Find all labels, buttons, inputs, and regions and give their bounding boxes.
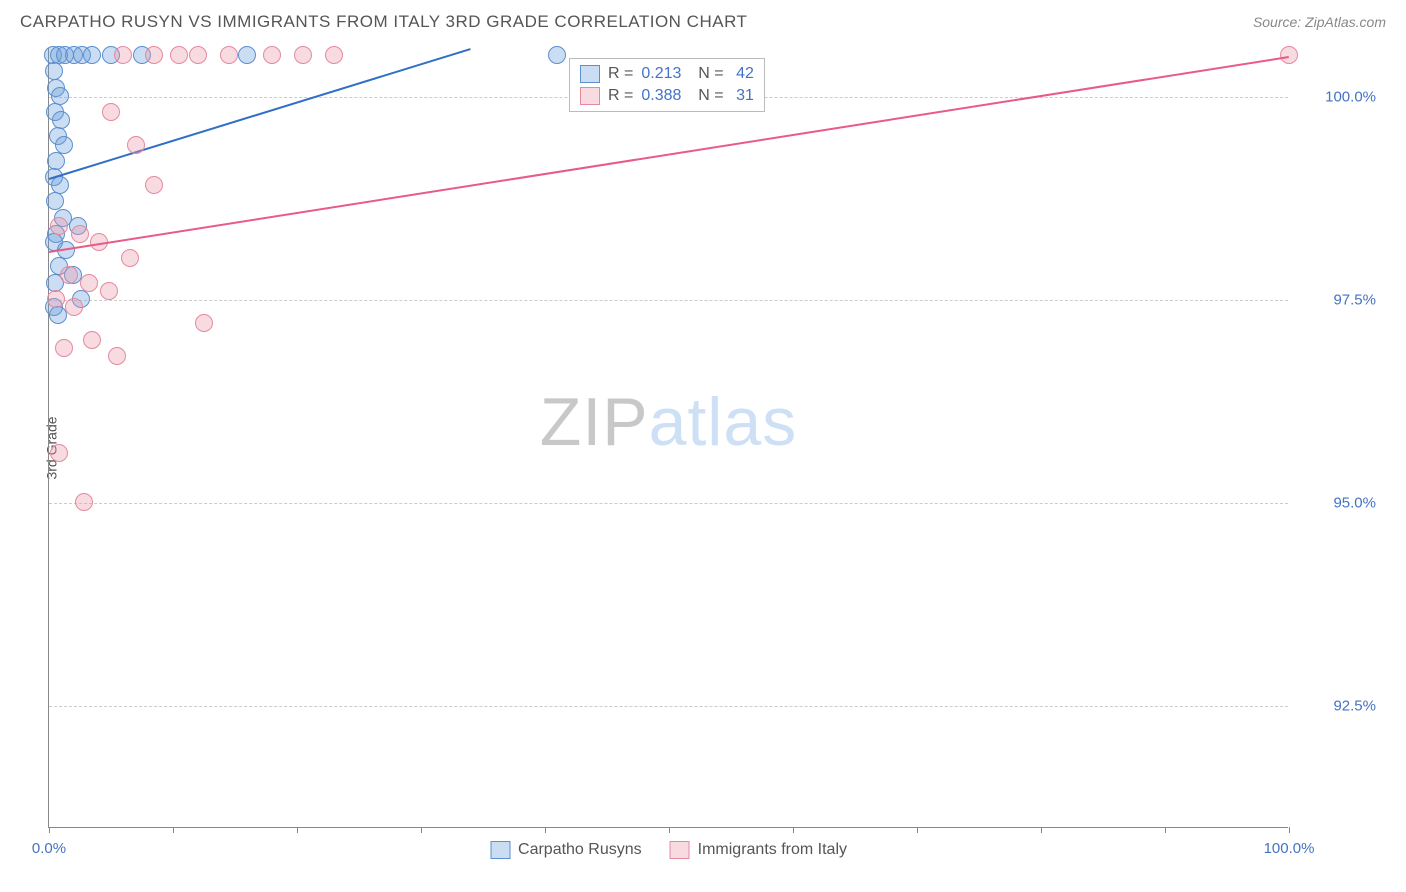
scatter-point [52, 111, 70, 129]
n-value: 42 [732, 65, 754, 83]
x-tick [917, 827, 918, 833]
scatter-point [47, 152, 65, 170]
scatter-point [121, 249, 139, 267]
y-tick-label: 97.5% [1296, 291, 1376, 308]
scatter-point [65, 298, 83, 316]
scatter-point [170, 46, 188, 64]
x-tick [49, 827, 50, 833]
chart-container: 3rd Grade ZIPatlas 92.5%95.0%97.5%100.0%… [48, 48, 1388, 848]
scatter-point [83, 46, 101, 64]
y-tick-label: 100.0% [1296, 88, 1376, 105]
x-tick [1165, 827, 1166, 833]
watermark-zip: ZIP [540, 384, 649, 460]
legend-swatch [580, 87, 600, 105]
scatter-point [83, 331, 101, 349]
scatter-point [45, 62, 63, 80]
series-legend-item: Immigrants from Italy [670, 841, 847, 859]
x-tick-label: 100.0% [1264, 840, 1315, 857]
correlation-legend-row: R = 0.213 N = 42 [580, 63, 754, 85]
scatter-point [294, 46, 312, 64]
scatter-point [55, 339, 73, 357]
x-tick [1289, 827, 1290, 833]
series-legend: Carpatho Rusyns Immigrants from Italy [490, 841, 847, 859]
scatter-point [220, 46, 238, 64]
scatter-point [114, 46, 132, 64]
scatter-point [325, 46, 343, 64]
x-tick [421, 827, 422, 833]
series-name: Immigrants from Italy [698, 841, 847, 859]
scatter-point [108, 347, 126, 365]
scatter-point [100, 282, 118, 300]
n-value: 31 [732, 87, 754, 105]
r-value: 0.213 [641, 65, 681, 83]
source-attribution: Source: ZipAtlas.com [1253, 14, 1386, 30]
scatter-point [80, 274, 98, 292]
legend-swatch [580, 65, 600, 83]
y-tick-label: 95.0% [1296, 495, 1376, 512]
scatter-point [50, 217, 68, 235]
x-tick [793, 827, 794, 833]
correlation-legend: R = 0.213 N = 42 R = 0.388 N = 31 [569, 58, 765, 112]
scatter-point [50, 444, 68, 462]
scatter-point [49, 306, 67, 324]
r-value: 0.388 [641, 87, 681, 105]
legend-swatch [670, 841, 690, 859]
scatter-point [263, 46, 281, 64]
x-tick [669, 827, 670, 833]
scatter-point [145, 46, 163, 64]
y-tick-label: 92.5% [1296, 698, 1376, 715]
x-tick [173, 827, 174, 833]
series-name: Carpatho Rusyns [518, 841, 642, 859]
scatter-point [145, 176, 163, 194]
scatter-point [47, 290, 65, 308]
series-legend-item: Carpatho Rusyns [490, 841, 642, 859]
gridline [49, 503, 1288, 504]
plot-area: ZIPatlas 92.5%95.0%97.5%100.0%0.0%100.0%… [48, 48, 1288, 828]
scatter-point [55, 136, 73, 154]
scatter-point [548, 46, 566, 64]
n-label: N = [689, 87, 723, 105]
scatter-point [127, 136, 145, 154]
x-tick [545, 827, 546, 833]
r-label: R = [608, 65, 633, 83]
n-label: N = [689, 65, 723, 83]
gridline [49, 300, 1288, 301]
scatter-point [238, 46, 256, 64]
legend-swatch [490, 841, 510, 859]
correlation-legend-row: R = 0.388 N = 31 [580, 85, 754, 107]
scatter-point [71, 225, 89, 243]
watermark-atlas: atlas [649, 384, 798, 460]
chart-title: CARPATHO RUSYN VS IMMIGRANTS FROM ITALY … [20, 12, 747, 32]
scatter-point [75, 493, 93, 511]
scatter-point [102, 103, 120, 121]
scatter-point [189, 46, 207, 64]
x-tick-label: 0.0% [32, 840, 66, 857]
scatter-point [1280, 46, 1298, 64]
x-tick [297, 827, 298, 833]
watermark: ZIPatlas [540, 383, 797, 461]
scatter-point [195, 314, 213, 332]
r-label: R = [608, 87, 633, 105]
gridline [49, 706, 1288, 707]
scatter-point [60, 266, 78, 284]
x-tick [1041, 827, 1042, 833]
